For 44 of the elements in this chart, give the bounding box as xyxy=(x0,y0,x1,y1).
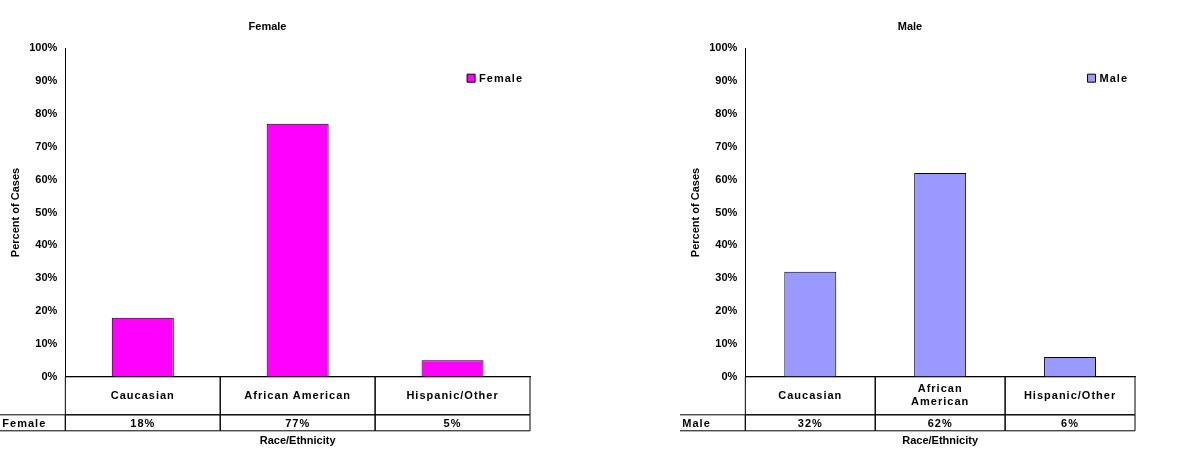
x-tick-label: Caucasian xyxy=(778,388,843,401)
y-axis-title: Percent of Cases xyxy=(8,167,21,258)
y-tick-label: 80% xyxy=(35,106,58,119)
x-axis-title: Race/Ethnicity xyxy=(902,434,979,447)
x-axis-title: Race/Ethnicity xyxy=(259,434,337,447)
x-tick-label: African American xyxy=(911,382,970,408)
y-tick-label: 20% xyxy=(715,304,738,317)
data-label: 62% xyxy=(927,416,953,429)
x-tick-label: Hispanic/Other xyxy=(1023,388,1117,401)
y-tick-label: 0% xyxy=(721,369,738,382)
text: Male xyxy=(682,416,711,429)
y-tick-label: 40% xyxy=(35,238,58,251)
y-tick-label: 20% xyxy=(35,304,58,317)
data-label: 6% xyxy=(1061,416,1080,429)
data-label: 32% xyxy=(797,416,823,429)
x-tick-label: Hispanic/Other xyxy=(406,388,499,401)
y-tick-label: 30% xyxy=(715,271,738,284)
y-tick-label: 100% xyxy=(709,41,738,54)
y-tick-label: 50% xyxy=(715,205,738,218)
legend-label: Male xyxy=(1099,72,1129,85)
y-tick-label: 10% xyxy=(35,336,58,349)
x-tick-label: African American xyxy=(244,388,352,401)
y-axis-title: Percent of Cases xyxy=(688,167,701,258)
data-label: 18% xyxy=(130,416,156,429)
y-tick-label: 90% xyxy=(715,74,738,87)
y-tick-label: 0% xyxy=(41,369,58,382)
y-tick-label: 50% xyxy=(35,205,58,218)
y-tick-label: 40% xyxy=(715,238,738,251)
y-tick-label: 60% xyxy=(715,172,738,185)
y-tick-label: 70% xyxy=(35,139,58,152)
chart-title: Female xyxy=(248,19,287,32)
legend-label: Female xyxy=(479,72,524,85)
y-tick-label: 70% xyxy=(715,139,738,152)
data-label: 77% xyxy=(285,416,311,429)
y-tick-label: 90% xyxy=(35,74,58,87)
data-label: 5% xyxy=(443,416,462,429)
text: Female xyxy=(2,416,47,429)
x-tick-label: Caucasian xyxy=(110,388,175,401)
chart-title: Male xyxy=(897,19,923,32)
y-tick-label: 30% xyxy=(35,271,58,284)
y-tick-label: 60% xyxy=(35,172,58,185)
y-tick-label: 100% xyxy=(29,41,58,54)
y-tick-label: 10% xyxy=(715,336,738,349)
y-tick-label: 80% xyxy=(715,106,738,119)
